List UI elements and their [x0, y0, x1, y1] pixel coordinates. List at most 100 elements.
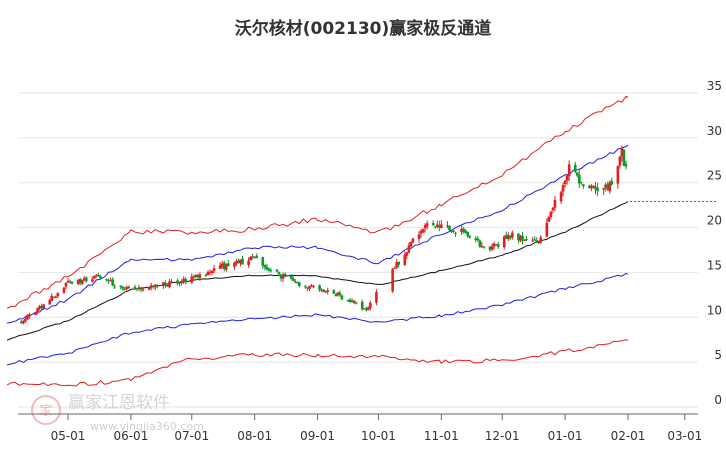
candle-down	[306, 287, 309, 289]
x-tick-label: 11-01	[424, 429, 459, 443]
candle-up	[419, 231, 423, 234]
candle-up	[559, 192, 563, 202]
candle-down	[78, 278, 82, 283]
candle-down	[338, 292, 342, 296]
candle-up	[409, 241, 413, 247]
candle-up	[180, 281, 183, 283]
inner-upper-band-line	[7, 144, 629, 324]
candle-down	[267, 268, 271, 271]
candle-up	[220, 263, 224, 267]
x-tick-label: 09-01	[300, 429, 335, 443]
candle-up	[547, 216, 551, 222]
candle-up	[147, 287, 151, 290]
candle-up	[281, 275, 285, 279]
candle-down	[192, 276, 196, 278]
candle-down	[504, 234, 508, 239]
candle-down	[119, 285, 123, 287]
candle-up	[393, 267, 396, 269]
outer-upper-band-line	[6, 95, 629, 309]
candle-up	[312, 286, 315, 288]
candle-down	[464, 230, 467, 233]
y-tick-label: 15	[707, 258, 722, 272]
candle-down	[133, 286, 137, 289]
candle-up	[618, 156, 622, 166]
candle-down	[610, 180, 614, 185]
watermark-badge: 家	[39, 403, 52, 419]
candle-up	[460, 228, 463, 233]
candle-up	[153, 284, 157, 288]
candle-down	[452, 230, 455, 233]
candle-down	[70, 281, 74, 284]
chart-title: 沃尔核材(002130)赢家极反通道	[234, 19, 492, 39]
y-tick-label: 25	[707, 169, 722, 183]
candle-up	[26, 315, 29, 320]
candle-up	[492, 243, 496, 247]
candle-down	[476, 238, 480, 241]
y-tick-label: 0	[714, 393, 722, 407]
candle-up	[293, 281, 297, 283]
candle-down	[352, 300, 356, 303]
outer-lower-band-line	[6, 339, 629, 387]
candle-down	[97, 274, 100, 277]
x-tick-label: 03-01	[667, 429, 702, 443]
watermark-logo: 家 赢家江恩软件 www.yingjia360.com	[31, 393, 204, 433]
candle-up	[310, 285, 313, 287]
candle-up	[602, 187, 605, 190]
candle-up	[308, 286, 311, 290]
candle-down	[322, 289, 325, 293]
x-tick-label: 06-01	[113, 429, 148, 443]
candle-down	[468, 235, 472, 238]
candle-up	[36, 308, 39, 313]
candle-up	[549, 211, 553, 218]
candle-up	[190, 276, 194, 283]
candle-down	[40, 306, 43, 309]
candle-down	[431, 223, 435, 226]
candle-down	[304, 286, 307, 288]
candle-up	[490, 246, 494, 250]
candle-down	[298, 282, 301, 287]
inner-lower-band-line	[6, 272, 629, 366]
candle-down	[178, 282, 181, 284]
candle-up	[369, 302, 372, 308]
candle-down	[265, 266, 269, 270]
candle-up	[38, 306, 41, 309]
candle-up	[590, 186, 593, 189]
candle-down	[578, 175, 581, 184]
candle-up	[64, 282, 68, 287]
candle-up	[62, 287, 66, 293]
candle-up	[480, 246, 484, 248]
candle-down	[277, 272, 281, 274]
watermark-circle-icon	[31, 395, 61, 425]
candle-down	[84, 277, 88, 282]
candle-down	[580, 181, 583, 183]
candle-down	[348, 299, 352, 303]
candle-down	[482, 246, 486, 248]
candle-down	[263, 264, 267, 268]
candle-up	[324, 291, 327, 293]
candle-up	[567, 164, 571, 177]
candle-down	[340, 295, 344, 300]
candle-down	[121, 286, 125, 289]
candle-down	[279, 274, 283, 279]
y-tick-label: 10	[707, 303, 722, 317]
candle-up	[34, 312, 37, 316]
candle-up	[76, 279, 80, 285]
candle-up	[592, 185, 595, 188]
candle-up	[253, 256, 256, 259]
candle-up	[80, 279, 84, 284]
candle-up	[446, 225, 449, 227]
candle-up	[224, 264, 228, 270]
x-tick-label: 12-01	[485, 429, 520, 443]
candle-up	[249, 256, 252, 261]
candle-down	[269, 270, 273, 272]
watermark-text: 赢家江恩软件	[68, 393, 170, 413]
candle-down	[346, 299, 350, 301]
candle-up	[395, 262, 398, 268]
candle-down	[20, 321, 23, 324]
candle-up	[56, 292, 60, 296]
candle-down	[448, 225, 451, 231]
candle-up	[407, 245, 411, 253]
candle-down	[450, 231, 453, 233]
candle-down	[573, 164, 577, 173]
